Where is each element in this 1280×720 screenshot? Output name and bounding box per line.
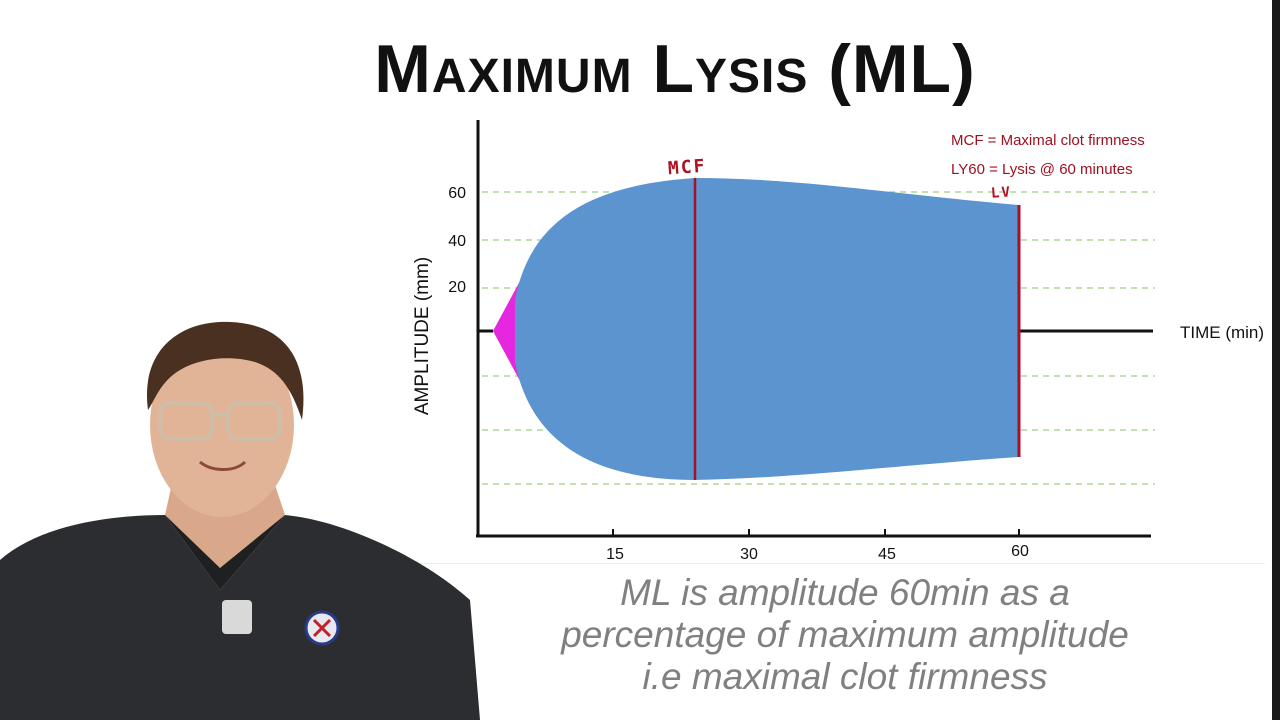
initial-clot-wedge	[493, 281, 520, 381]
x-axis-label: TIME (min)	[1180, 323, 1264, 342]
y-tick-label: 40	[448, 233, 466, 250]
glasses	[158, 401, 282, 441]
teg-trace	[515, 178, 1019, 480]
caption-line: ML is amplitude 60min as a	[620, 572, 1070, 613]
x-tick-label: 60	[1011, 543, 1029, 560]
y-tick-label: 20	[448, 279, 466, 296]
caption-line: i.e maximal clot firmness	[642, 656, 1048, 697]
x-tick-label: 30	[740, 546, 758, 563]
presenter-figure	[0, 321, 480, 720]
mouth	[199, 460, 247, 471]
mcf-annotation: MCF	[667, 155, 708, 180]
y-tick-label: 60	[448, 185, 466, 202]
caption: ML is amplitude 60min as a percentage of…	[420, 572, 1270, 698]
caption-line: percentage of maximum amplitude	[561, 614, 1129, 655]
legend-ly60: LY60 = Lysis @ 60 minutes	[951, 161, 1133, 178]
x-tick-label: 45	[878, 546, 896, 563]
x-tick-label: 15	[606, 546, 624, 563]
caption-divider	[415, 563, 1265, 564]
y-axis-label: AMPLITUDE (mm)	[412, 257, 433, 415]
head	[150, 333, 294, 517]
lapel-mic	[222, 600, 252, 634]
frame-edge	[1272, 0, 1280, 720]
hair	[146, 321, 304, 420]
slide-title: Maximum Lysis (ML)	[374, 31, 976, 107]
lv-annotation: LV	[990, 184, 1013, 202]
legend-mcf: MCF = Maximal clot firmness	[951, 132, 1145, 149]
